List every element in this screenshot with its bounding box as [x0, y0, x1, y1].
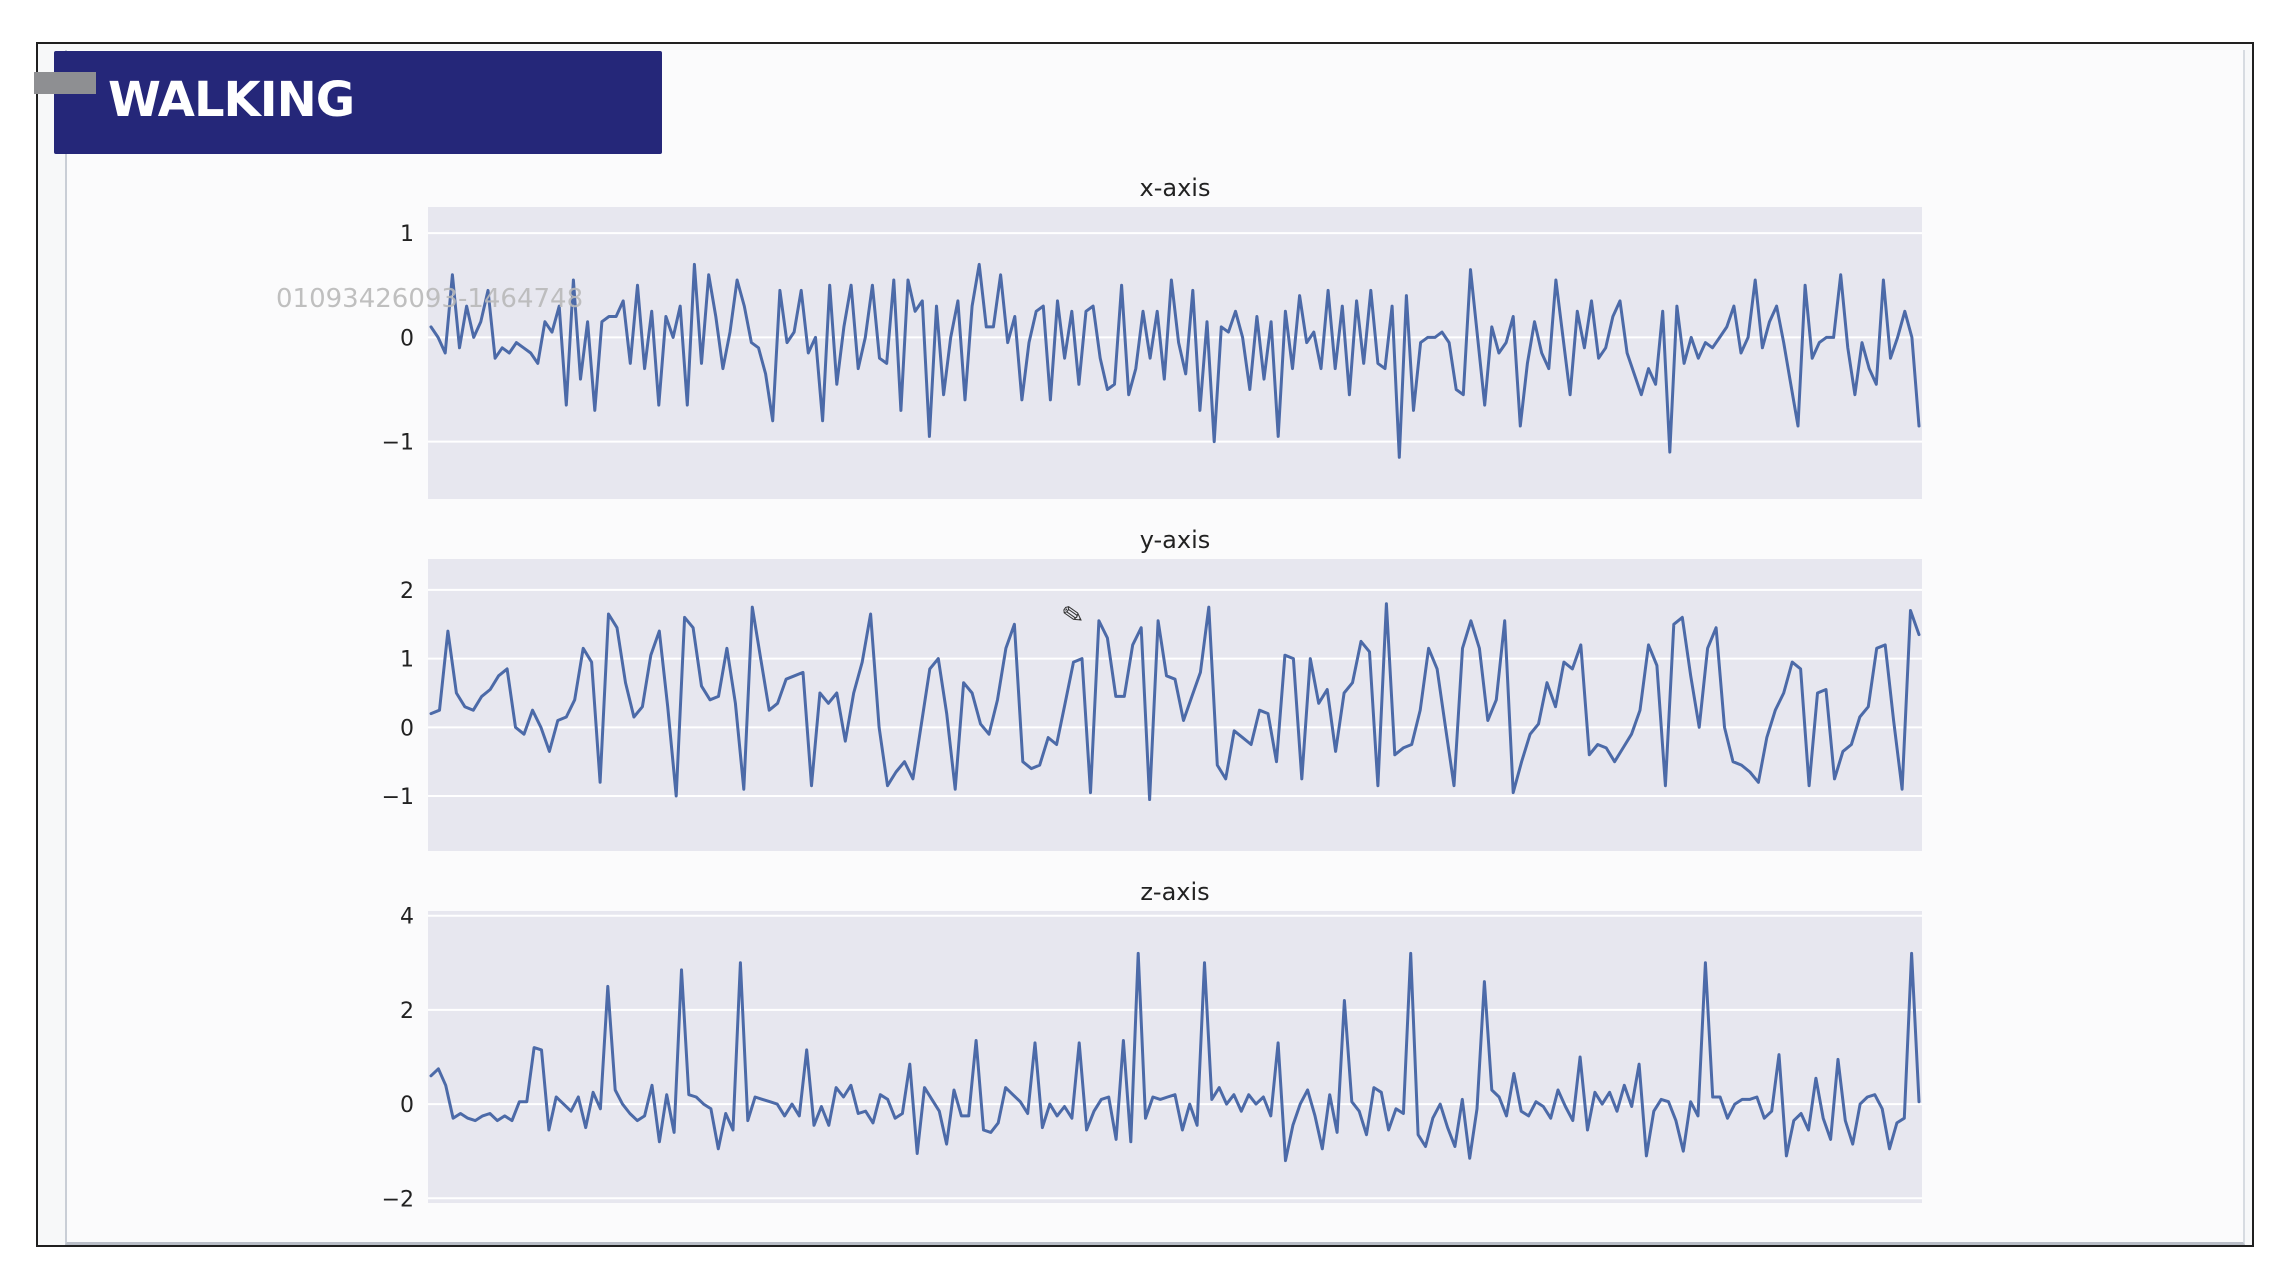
chart-title: z-axis — [1140, 878, 1209, 906]
y-tick-label: 4 — [400, 905, 414, 930]
series-line — [429, 262, 1921, 459]
chart-title: y-axis — [1140, 526, 1211, 554]
y-tick-label: 0 — [400, 716, 414, 741]
y-tick-label: 2 — [400, 999, 414, 1024]
plot-area — [428, 559, 1922, 851]
y-tick-label: 0 — [400, 326, 414, 351]
y-tick-label: −2 — [382, 1187, 414, 1212]
y-tick-label: 0 — [400, 1093, 414, 1118]
plot-area — [428, 207, 1922, 499]
chart-title: x-axis — [1140, 174, 1211, 202]
y-tick-label: 1 — [400, 222, 414, 247]
plot-area — [428, 911, 1922, 1203]
y-tick-label: 1 — [400, 648, 414, 673]
series-line — [429, 602, 1921, 801]
title-banner — [54, 51, 662, 154]
y-tick-label: 2 — [400, 579, 414, 604]
tab-marker-icon — [34, 72, 96, 94]
y-tick-label: −1 — [382, 785, 414, 810]
watermark-text: 01093426093-1464748 — [276, 284, 584, 314]
page-title: WALKING — [108, 72, 355, 128]
series-line — [429, 951, 1921, 1163]
y-tick-label: −1 — [382, 431, 414, 456]
